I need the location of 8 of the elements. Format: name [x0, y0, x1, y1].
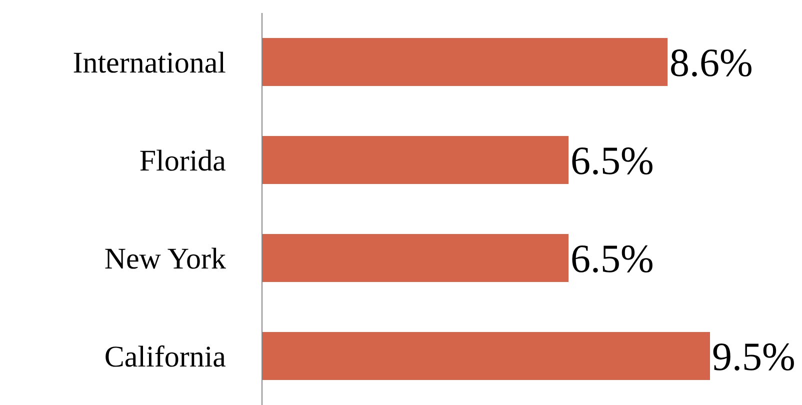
- data-label: 6.5%: [570, 138, 654, 184]
- data-label: 6.5%: [570, 236, 654, 282]
- y-tick-label: International: [72, 46, 226, 80]
- y-tick-label: New York: [104, 242, 226, 276]
- data-label: 9.5%: [712, 334, 796, 380]
- data-label: 8.6%: [670, 40, 753, 86]
- y-tick-label: Florida: [139, 144, 226, 178]
- y-tick-label: California: [104, 340, 226, 374]
